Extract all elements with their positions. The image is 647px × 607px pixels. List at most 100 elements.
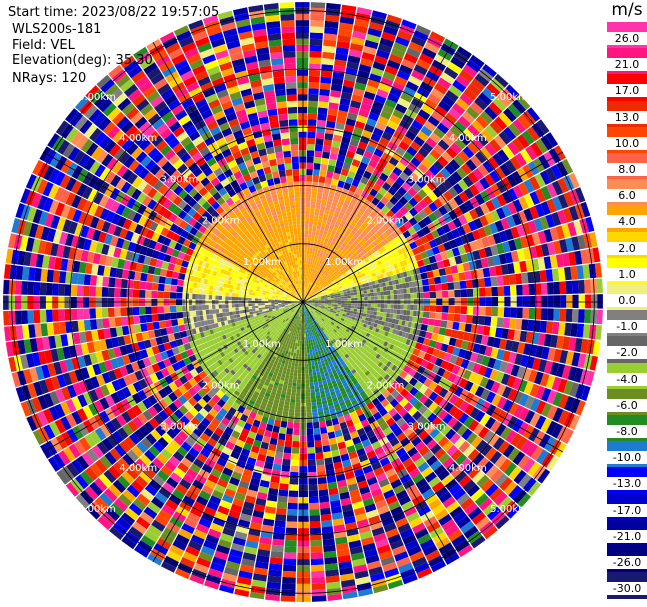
range-gate [352,30,367,40]
range-gate [545,167,557,183]
range-gate [354,306,358,309]
range-gate [347,305,352,309]
range-gate [316,293,320,296]
range-gate [494,116,508,131]
range-gate [508,466,522,481]
range-gate [356,114,368,124]
range-gate [295,356,299,360]
range-gate [372,326,377,332]
range-gate [508,318,517,329]
range-gate [327,296,332,299]
range-gate [441,151,453,163]
range-gate [399,309,404,315]
range-gate [311,303,315,305]
range-gate [330,305,335,308]
range-gate [319,253,323,258]
range-gate [425,153,437,165]
range-gate [341,315,346,319]
range-gate [489,487,504,502]
range-gate [370,344,375,350]
range-gate [327,274,331,278]
range-gate [345,118,356,127]
range-gate [386,376,393,383]
range-gate [406,161,418,172]
range-gate [364,341,370,346]
range-gate [392,166,403,177]
range-gate [333,323,338,328]
range-gate [271,469,281,478]
range-gate [279,477,290,485]
range-gate [372,371,379,378]
range-gate [365,286,370,290]
range-gate [314,296,318,298]
range-gate [309,307,313,310]
range-gate [464,323,472,333]
range-gate [327,307,331,310]
range-gate [307,298,312,301]
range-gate [334,166,342,175]
range-gate [397,255,403,262]
range-gate [308,224,313,228]
range-gate [416,415,427,426]
range-gate [330,259,335,264]
range-gate [480,129,494,143]
range-gate [540,282,548,295]
range-gate [314,211,320,216]
range-gate [334,209,340,215]
range-gate [346,61,360,70]
range-gate [305,204,311,208]
range-gate [440,117,454,130]
range-gate [394,250,400,257]
range-gate [322,445,331,453]
range-gate [568,251,577,266]
range-gate [409,287,414,294]
range-gate [477,365,487,376]
range-gate [334,272,339,277]
range-gate [553,295,561,308]
range-gate [309,38,323,46]
range-gate [324,267,329,272]
range-gate [324,20,339,29]
range-gate [291,392,296,397]
range-gate [336,310,341,313]
range-gate [522,164,534,179]
range-gate [358,325,363,330]
range-gate [368,21,384,32]
range-gate [292,441,300,448]
range-gate [446,444,459,457]
range-gate [393,366,400,374]
range-gate [574,250,583,265]
range-gate [369,254,375,260]
range-gate [390,47,406,59]
range-gate [308,260,311,265]
range-gate [490,183,502,197]
range-gate [345,271,350,275]
range-gate [400,92,413,103]
range-gate [388,378,395,385]
range-gate [321,282,325,286]
range-gate [403,166,414,177]
range-gate [343,232,349,238]
range-gate [370,211,377,218]
range-gate [408,125,420,136]
range-gate [506,174,518,188]
range-gate [317,275,321,279]
range-gate [373,127,384,137]
range-gate [312,415,319,420]
range-gate [326,2,341,10]
range-gate [421,103,434,115]
range-gate [333,213,339,218]
range-gate [330,307,335,310]
range-gate [311,300,315,302]
range-gate [471,229,481,241]
range-gate [308,300,312,302]
range-gate [403,191,413,202]
range-gate [493,337,501,349]
range-gate [309,306,313,310]
range-gate [332,325,336,329]
range-gate [367,250,373,256]
range-gate [335,268,340,273]
range-gate [469,184,480,197]
range-gate [425,423,436,435]
range-gate [338,241,344,246]
